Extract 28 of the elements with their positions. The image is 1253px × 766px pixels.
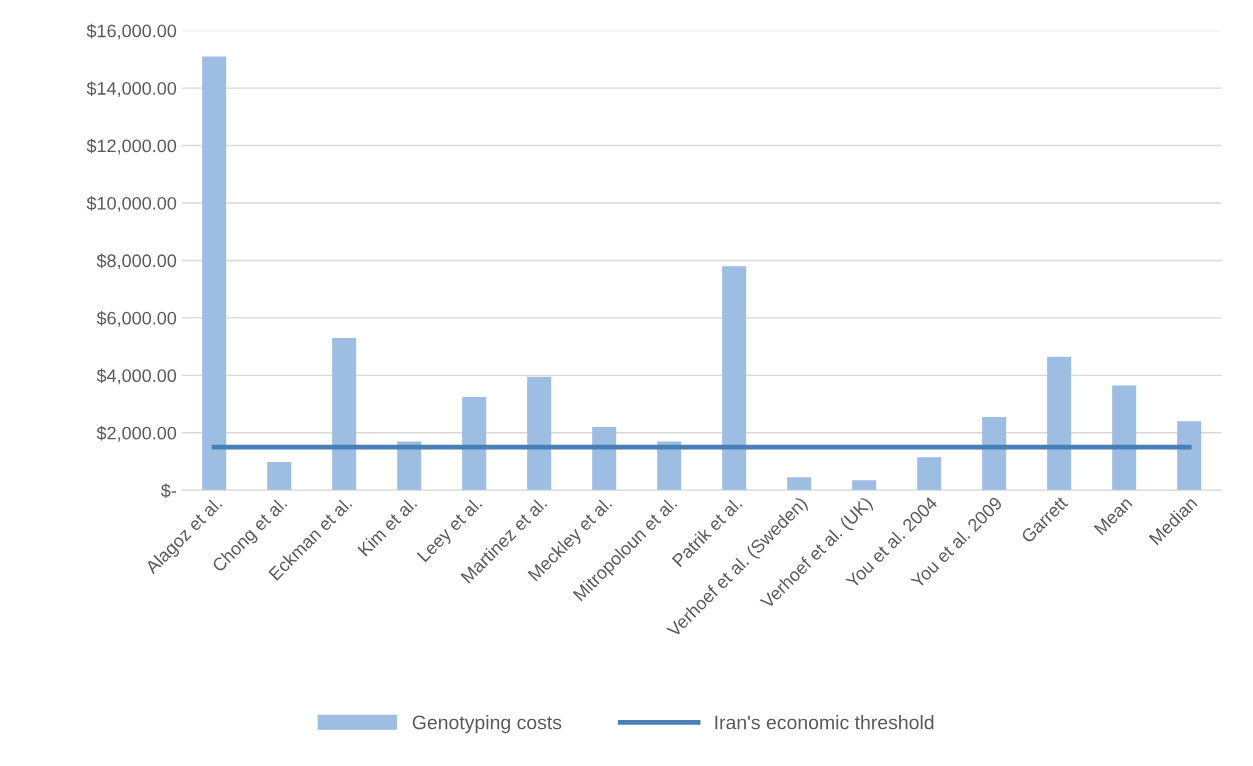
y-tick-label: $4,000.00 — [96, 368, 177, 385]
bar — [397, 441, 422, 491]
bar — [332, 338, 357, 491]
bar — [1047, 356, 1072, 491]
y-tick-label: $2,000.00 — [96, 425, 177, 442]
y-tick-label: $- — [160, 483, 177, 499]
y-tick-label: $8,000.00 — [96, 253, 177, 270]
bar — [462, 396, 487, 491]
bar — [722, 266, 747, 491]
bar — [917, 457, 942, 491]
bar — [982, 416, 1007, 491]
x-tick-label: Kim et al. — [357, 496, 418, 557]
y-tick-label: $10,000.00 — [86, 196, 177, 212]
bar — [202, 56, 227, 491]
bar — [1112, 385, 1137, 491]
bar — [527, 376, 552, 491]
bar — [787, 477, 812, 491]
bar — [852, 480, 877, 491]
y-tick-label: $14,000.00 — [86, 81, 177, 97]
y-tick-label: $12,000.00 — [86, 138, 177, 155]
y-tick-label: $16,000.00 — [86, 23, 177, 40]
legend-label: Genotyping costs — [412, 715, 562, 734]
bar — [592, 427, 617, 491]
legend-label: Iran's economic threshold — [715, 715, 934, 730]
bar — [657, 441, 682, 491]
bar — [267, 462, 292, 491]
y-tick-label: $6,000.00 — [96, 311, 177, 327]
bar — [1177, 421, 1202, 491]
